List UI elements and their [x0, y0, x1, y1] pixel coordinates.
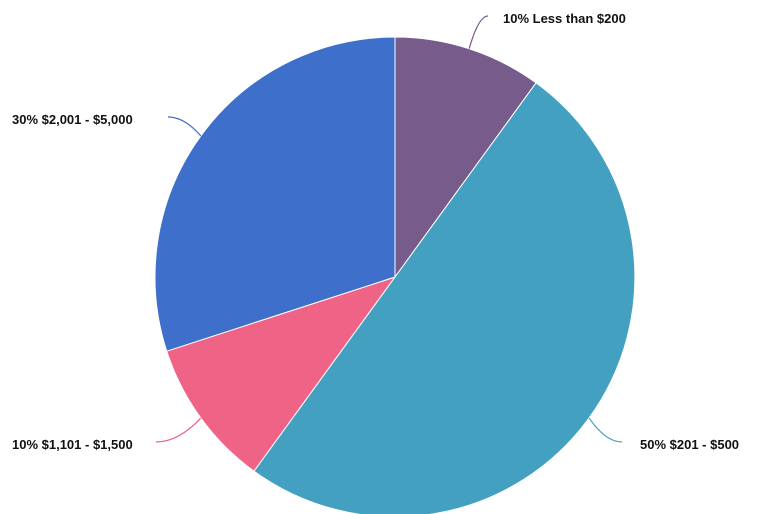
slice-labels-layer: 10% Less than $200 50% $201 - $500 10% $1,… — [12, 11, 739, 452]
leader-line-201-500 — [588, 417, 623, 443]
leader-line-2-001-5-000 — [167, 116, 202, 137]
slice-label-201-500: 50% $201 - $500 — [640, 437, 739, 452]
pie-slice-less-than-200 — [394, 36, 537, 279]
slices-layer — [154, 36, 636, 514]
pie-slice-201-500 — [253, 82, 636, 514]
leader-line-less-than-200 — [468, 15, 489, 49]
leader-lines-layer — [155, 15, 623, 443]
slice-label-2-001-5-000: 30% $2,001 - $5,000 — [12, 112, 133, 127]
slice-label-1-101-1-500: 10% $1,101 - $1,500 — [12, 437, 133, 452]
slice-label-less-than-200: 10% Less than $200 — [503, 11, 626, 26]
leader-line-1-101-1-500 — [155, 417, 202, 443]
